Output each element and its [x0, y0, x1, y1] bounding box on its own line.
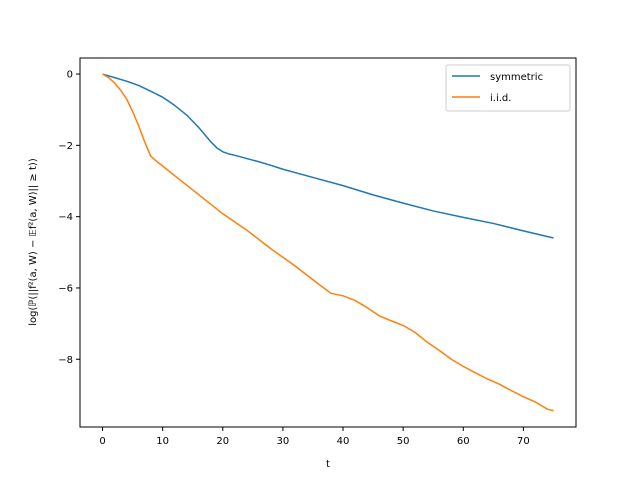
y-tick-label: −6 — [58, 283, 73, 294]
series-line-symmetric — [102, 73, 554, 239]
x-axis-ticks: 0 10 20 30 40 50 60 70 — [99, 427, 530, 447]
legend-label-symmetric: symmetric — [490, 72, 543, 83]
y-tick-label: −8 — [58, 355, 73, 366]
x-tick-label: 50 — [397, 436, 410, 447]
x-tick-label: 40 — [337, 436, 350, 447]
y-axis-ticks: 0 −2 −4 −6 −8 — [58, 70, 80, 366]
y-tick-label: 0 — [67, 70, 73, 81]
y-tick-label: −2 — [58, 141, 73, 152]
x-axis-label: t — [326, 459, 330, 470]
x-tick-label: 10 — [156, 436, 169, 447]
plot-series-group — [102, 73, 554, 412]
plot-area-frame — [79, 57, 577, 428]
x-tick-label: 60 — [457, 436, 470, 447]
series-line-i-i-d — [102, 73, 554, 412]
x-tick-label: 0 — [99, 436, 105, 447]
legend: symmetric i.i.d. — [445, 64, 571, 112]
y-axis-label: log(ℙ(||f²(a, W) − 𝔼f²(a, W)|| ≥ t)) — [28, 158, 39, 326]
legend-label-iid: i.i.d. — [490, 93, 511, 104]
y-tick-label: −4 — [58, 212, 73, 223]
x-tick-label: 20 — [216, 436, 229, 447]
x-tick-label: 70 — [517, 436, 530, 447]
x-tick-label: 30 — [277, 436, 290, 447]
